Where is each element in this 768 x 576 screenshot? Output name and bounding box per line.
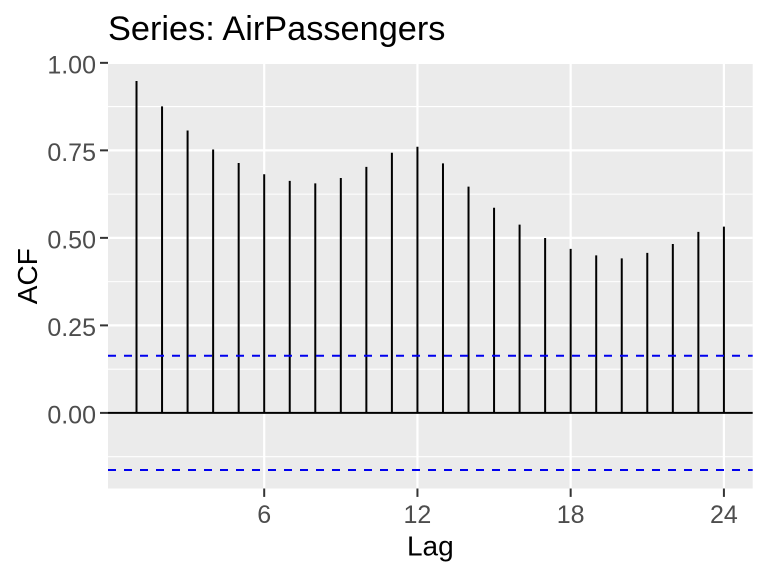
svg-text:0.75: 0.75 [47, 139, 96, 167]
svg-text:Series: AirPassengers: Series: AirPassengers [108, 10, 445, 48]
svg-text:6: 6 [257, 501, 271, 529]
svg-text:Lag: Lag [407, 530, 454, 561]
svg-text:0.25: 0.25 [47, 314, 96, 342]
svg-text:1.00: 1.00 [47, 51, 96, 79]
svg-text:12: 12 [404, 501, 432, 529]
svg-text:0.00: 0.00 [47, 401, 96, 429]
svg-text:18: 18 [557, 501, 585, 529]
svg-text:0.50: 0.50 [47, 226, 96, 254]
svg-text:ACF: ACF [12, 248, 43, 304]
svg-text:24: 24 [710, 501, 738, 529]
